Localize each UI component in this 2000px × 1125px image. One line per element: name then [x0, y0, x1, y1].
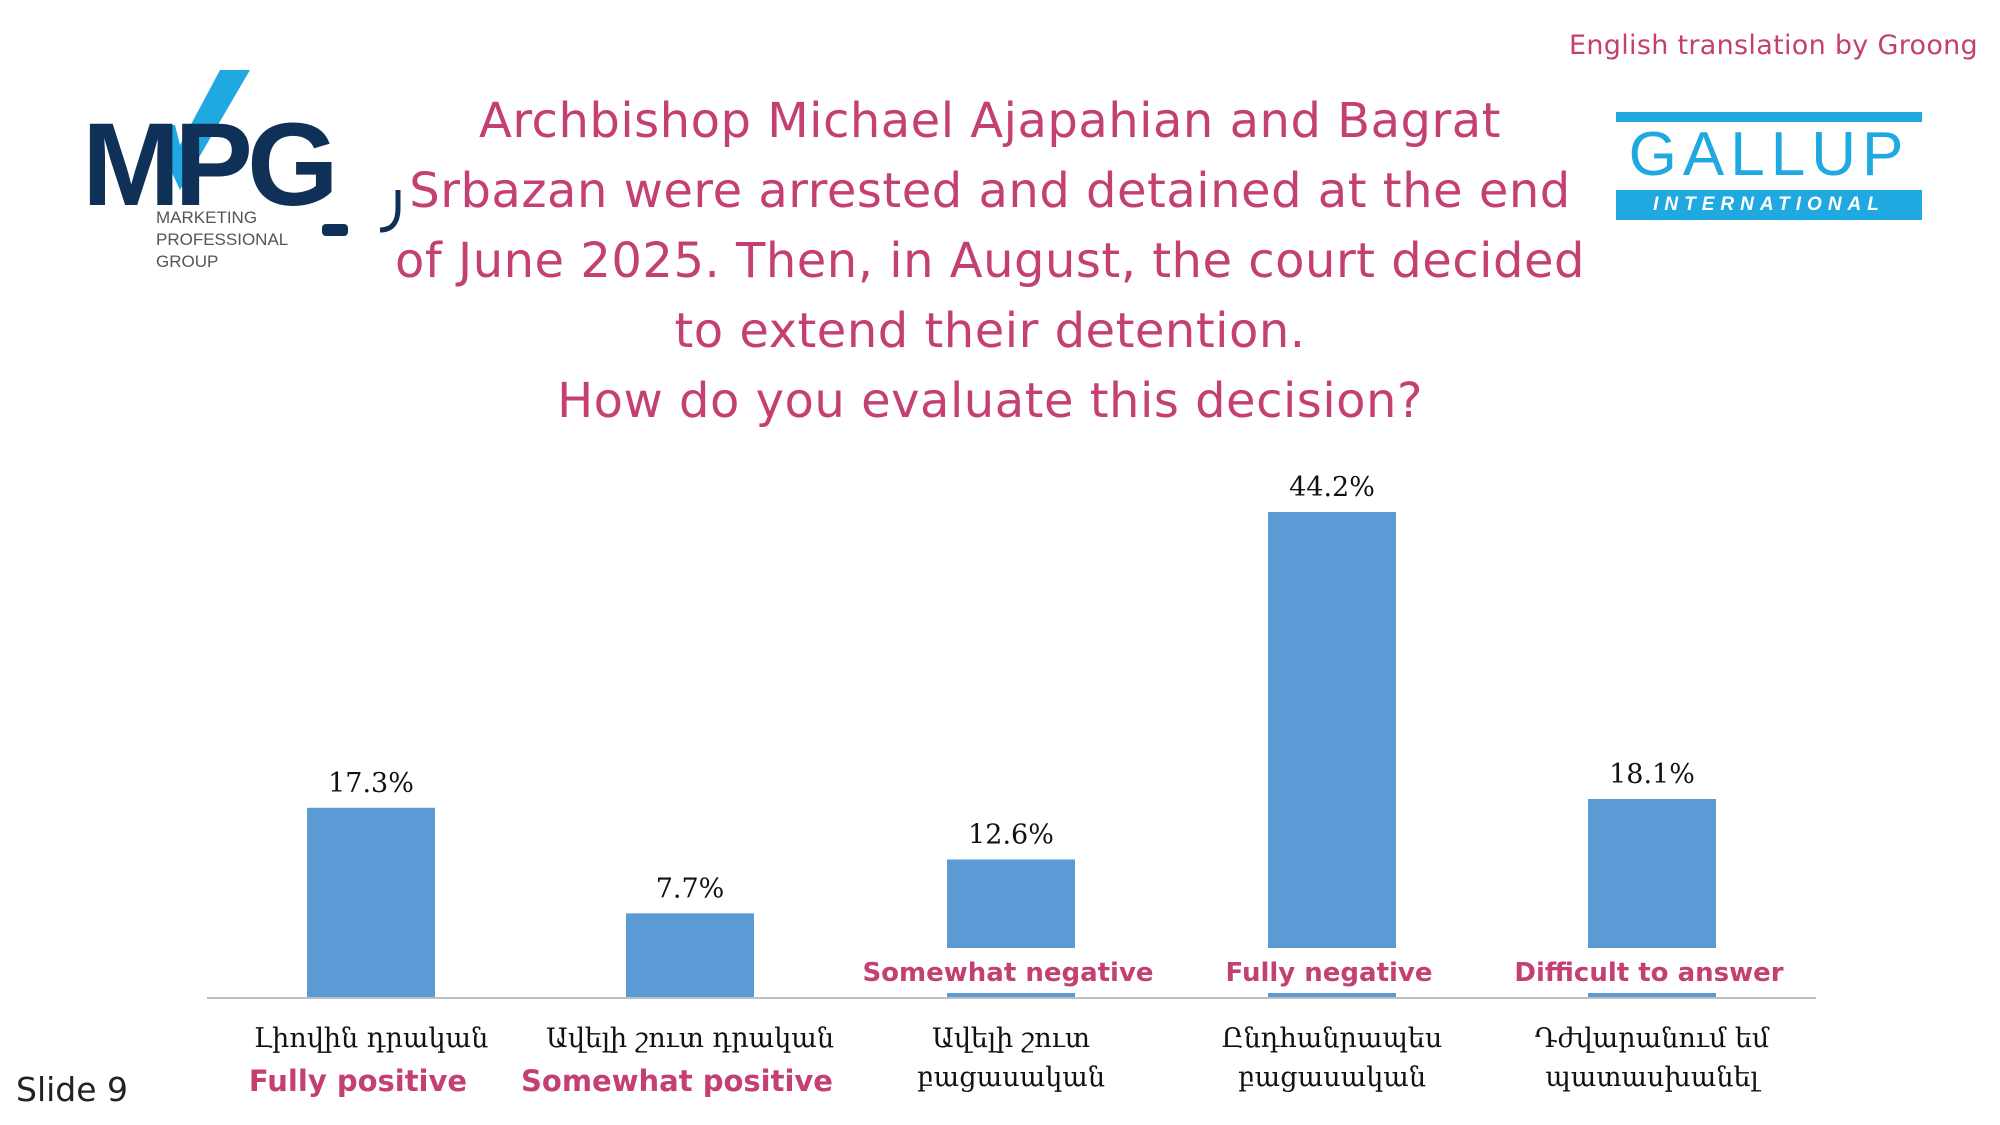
tick-label: Ավելի շուտ դրական	[546, 1023, 834, 1054]
title-line: Srbazan were arrested and detained at th…	[409, 163, 1571, 219]
english-tick-label: Somewhat positive	[521, 1064, 833, 1098]
slide-number: Slide 9	[16, 1070, 129, 1109]
gallup-subtitle: INTERNATIONAL	[1616, 190, 1922, 220]
tick-label: Դժվարանում եմ	[1535, 1023, 1770, 1054]
credit-text: English translation by Groong	[1569, 30, 1978, 61]
bar	[626, 913, 754, 998]
label-backdrop	[1252, 948, 1412, 993]
title-line: How do you evaluate this decision?	[557, 373, 1423, 429]
data-label: 17.3%	[328, 768, 414, 799]
headset-icon	[379, 190, 401, 233]
english-tick-label: Fully negative	[1225, 958, 1432, 988]
tick-label: բացասական	[917, 1062, 1105, 1093]
english-tick-label: Difficult to answer	[1514, 958, 1783, 988]
data-label: 44.2%	[1289, 472, 1375, 503]
bar	[307, 807, 435, 998]
mpg-check-mark	[150, 70, 250, 190]
chart-title: Archbishop Michael Ajapahian and Bagrat …	[375, 86, 1605, 436]
tick-label: Լիովին դրական	[254, 1023, 488, 1054]
title-line: to extend their detention.	[674, 303, 1306, 359]
english-tick-label: Somewhat negative	[862, 958, 1153, 988]
data-label: 12.6%	[968, 819, 1054, 850]
gallup-top-bar	[1616, 112, 1922, 122]
mpg-logo-text: MPG	[82, 99, 333, 231]
label-backdrop	[931, 948, 1091, 993]
mpg-logo: MPG MARKETING PROFESSIONAL GROUP	[82, 70, 401, 271]
headset-mic-icon	[322, 224, 348, 236]
tick-label: Ընդհանրապես	[1222, 1023, 1443, 1054]
tick-label: Ավելի շուտ	[932, 1023, 1090, 1054]
label-backdrop	[1572, 948, 1732, 993]
mpg-subtitle: MARKETING	[156, 208, 257, 227]
english-tick-label: Fully positive	[249, 1064, 467, 1098]
data-label: 18.1%	[1609, 759, 1695, 790]
mpg-subtitle: PROFESSIONAL	[156, 230, 288, 249]
tick-label: պատասխանել	[1545, 1062, 1761, 1093]
tick-label: բացասական	[1238, 1062, 1426, 1093]
bar	[1268, 512, 1396, 998]
gallup-wordmark: GALLUP	[1628, 120, 1910, 189]
title-line: Archbishop Michael Ajapahian and Bagrat	[479, 93, 1501, 149]
title-line: of June 2025. Then, in August, the court…	[395, 233, 1585, 289]
data-label: 7.7%	[656, 873, 725, 904]
gallup-logo: GALLUP INTERNATIONAL	[1616, 112, 1922, 220]
mpg-subtitle: GROUP	[156, 252, 218, 271]
